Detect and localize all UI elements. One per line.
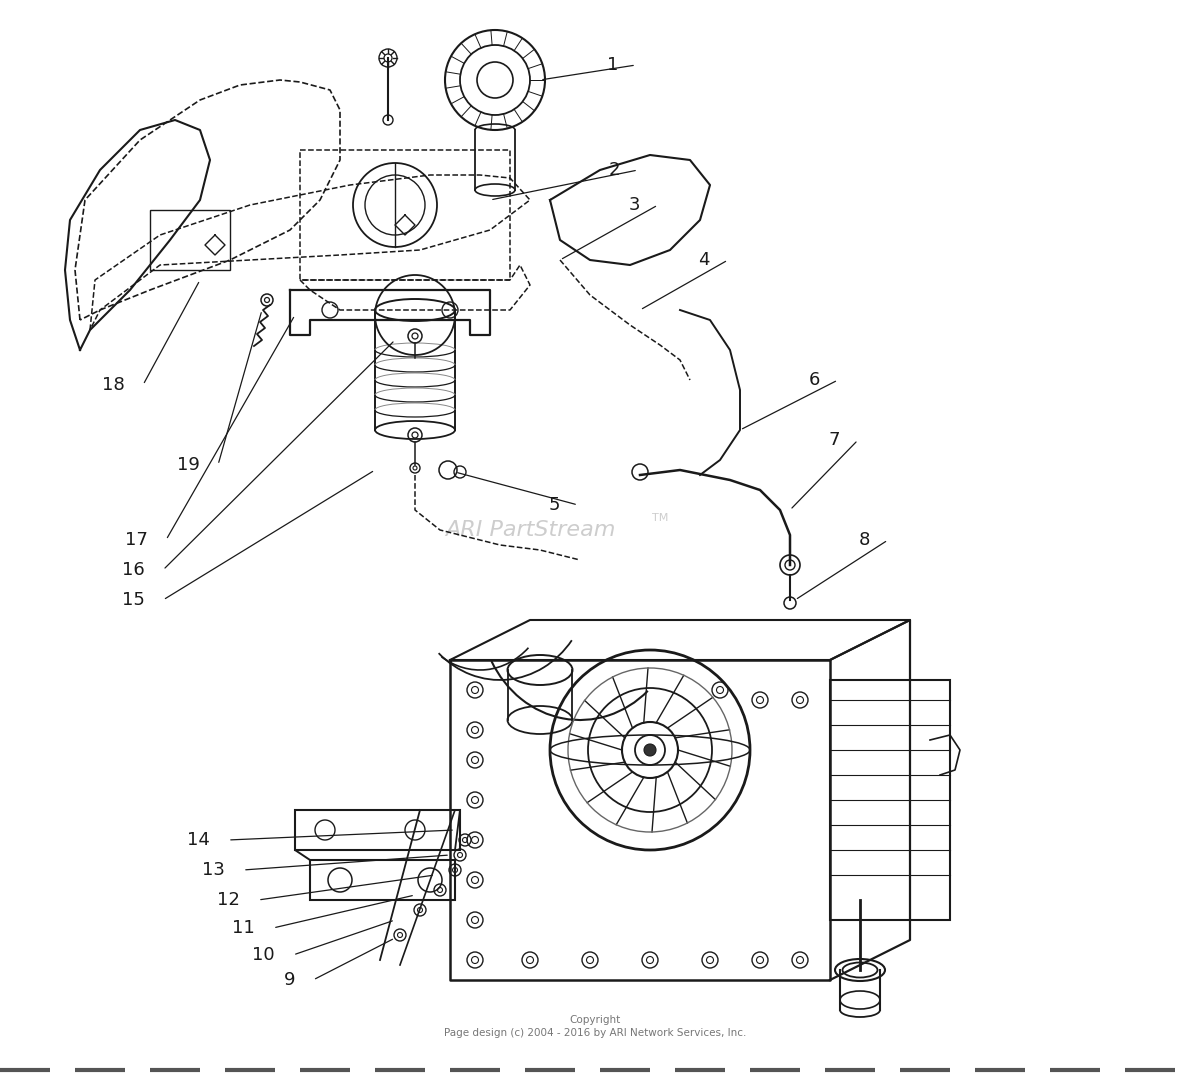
Text: 18: 18 bbox=[102, 375, 125, 394]
Text: Copyright: Copyright bbox=[570, 1015, 621, 1025]
Text: 16: 16 bbox=[122, 561, 145, 579]
Text: 14: 14 bbox=[187, 831, 210, 849]
Text: 7: 7 bbox=[829, 431, 839, 449]
Text: 15: 15 bbox=[122, 591, 145, 609]
Text: 6: 6 bbox=[809, 371, 820, 390]
Bar bbox=[310, 860, 455, 900]
Text: 11: 11 bbox=[232, 919, 254, 937]
Text: 12: 12 bbox=[218, 891, 240, 909]
Bar bbox=[150, 210, 229, 270]
Text: TM: TM bbox=[652, 513, 668, 523]
Text: 10: 10 bbox=[252, 946, 275, 964]
Text: 17: 17 bbox=[125, 531, 147, 549]
Text: 1: 1 bbox=[606, 56, 618, 74]
Bar bbox=[295, 810, 460, 850]
Text: Page design (c) 2004 - 2016 by ARI Network Services, Inc.: Page design (c) 2004 - 2016 by ARI Netwo… bbox=[443, 1028, 747, 1038]
Text: 3: 3 bbox=[629, 196, 640, 214]
Text: 2: 2 bbox=[609, 161, 619, 179]
Text: ARI PartStream: ARI PartStream bbox=[445, 520, 615, 540]
Text: 13: 13 bbox=[202, 861, 225, 879]
Text: 8: 8 bbox=[858, 531, 870, 549]
Text: 9: 9 bbox=[283, 971, 295, 989]
Text: 4: 4 bbox=[698, 251, 710, 269]
Bar bbox=[830, 680, 950, 920]
Text: 5: 5 bbox=[548, 496, 560, 514]
Circle shape bbox=[644, 745, 656, 756]
Text: 19: 19 bbox=[177, 456, 200, 474]
